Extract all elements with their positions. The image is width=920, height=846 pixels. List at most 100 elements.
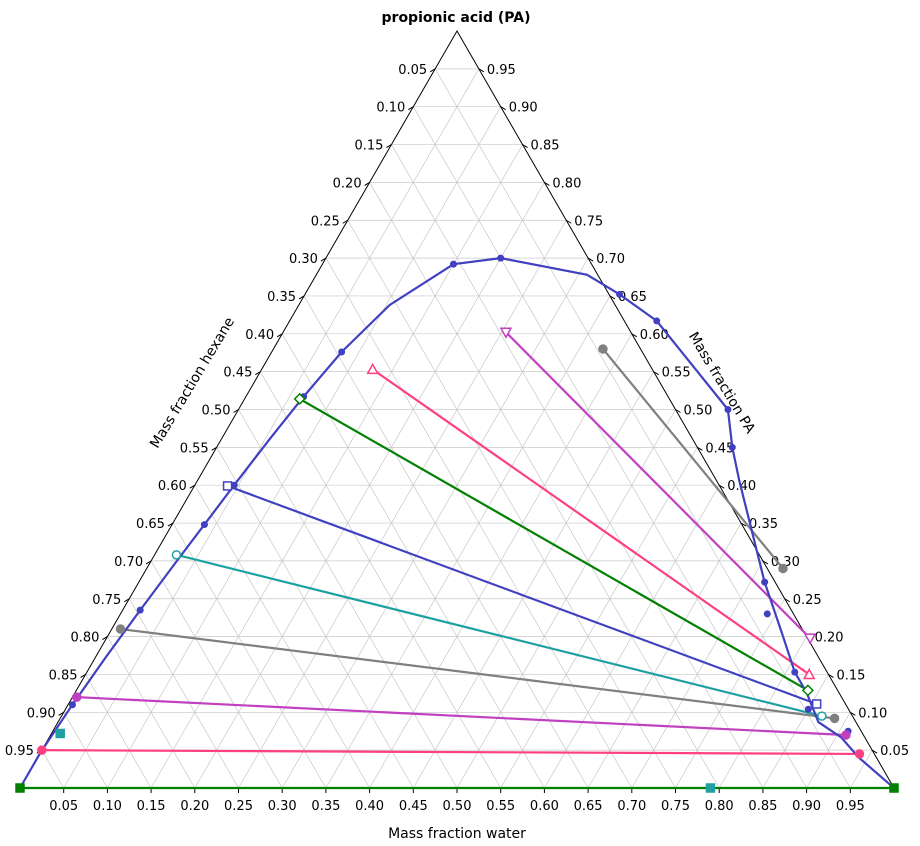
grid-line [128, 598, 239, 789]
left-tick-label: 0.05 [398, 63, 427, 78]
left-tick-mark [167, 522, 174, 527]
tie-line-raffinate-marker [171, 550, 182, 560]
tie-line-extract-marker [829, 713, 840, 724]
right-tick-label: 0.20 [815, 631, 844, 646]
right-tick-label: 0.45 [705, 441, 734, 456]
tie-line-extract-marker [801, 684, 814, 697]
right-tick-label: 0.70 [596, 252, 625, 267]
right-tick-mark [784, 598, 791, 603]
left-tick-label: 0.85 [49, 668, 78, 683]
tie-line [120, 627, 835, 720]
binodal-point [68, 701, 76, 709]
right-tick-mark [740, 522, 747, 527]
grid-line [587, 522, 742, 789]
tie-line-extract-marker [811, 699, 822, 709]
grid-line [194, 485, 370, 789]
binodal-point [616, 290, 624, 298]
bottom-tick-label: 0.45 [399, 799, 428, 814]
grid-line [107, 636, 196, 789]
right-tick-mark [544, 181, 550, 186]
bottom-tick-label: 0.85 [748, 799, 777, 814]
left-axis-ticks: 0.05 0.10 0.15 0.20 0.25 0.30 0.35 0.40 0.45 0.50… [5, 63, 436, 759]
left-tick-label: 0.95 [5, 744, 34, 759]
right-tick-mark [500, 106, 506, 111]
left-axis-title: Mass fraction hexane [147, 315, 238, 451]
tie-lines-layer [20, 331, 894, 790]
right-tick-mark [675, 409, 681, 413]
tie-line [299, 397, 809, 692]
tie-line [41, 749, 860, 756]
right-tick-label: 0.15 [836, 668, 865, 683]
left-tick-label: 0.40 [245, 328, 274, 343]
tie-line [76, 696, 846, 737]
bottom-tick-label: 0.40 [355, 799, 384, 814]
bottom-tick-label: 0.60 [530, 799, 559, 814]
tie-line [227, 484, 818, 706]
right-tick-label: 0.25 [793, 593, 822, 608]
grid-line [41, 749, 65, 789]
right-tick-label: 0.50 [684, 404, 713, 419]
binodal-point [763, 610, 771, 618]
bottom-tick-label: 0.30 [268, 799, 297, 814]
bottom-tick-label: 0.80 [705, 799, 734, 814]
tie-line-raffinate-marker [499, 327, 513, 339]
binodal-point [230, 481, 238, 489]
tie-line-extract-marker [841, 730, 851, 740]
binodal-point [338, 348, 346, 356]
left-tick-label: 0.60 [158, 479, 187, 494]
grid-line [238, 220, 567, 789]
tie-line-extract-marker [803, 633, 817, 645]
tie-line-raffinate-marker [72, 692, 82, 702]
tie-line-raffinate-marker [598, 344, 608, 354]
grid-line [391, 144, 764, 789]
right-axis-ticks: 0.050.100.150.200.250.300.350.400.450.50… [478, 63, 909, 759]
tie-line [602, 348, 784, 570]
grid-line [216, 447, 414, 789]
left-tick-mark [58, 711, 64, 716]
left-tick-mark [211, 446, 217, 451]
left-tick-mark [364, 181, 370, 186]
grid-line [85, 674, 152, 789]
left-tick-mark [276, 333, 283, 338]
left-tick-label: 0.80 [70, 631, 99, 646]
grid-line [150, 144, 523, 789]
right-tick-label: 0.90 [509, 101, 538, 116]
left-tick-label: 0.35 [267, 290, 296, 305]
grid-line [347, 220, 676, 789]
left-tick-mark [80, 674, 86, 678]
right-tick-mark [522, 144, 528, 148]
right-tick-mark [653, 371, 659, 376]
tie-line-raffinate-marker [293, 392, 306, 405]
tie-line-extract-marker [817, 711, 827, 721]
right-tick-mark [828, 674, 834, 678]
right-tick-label: 0.65 [618, 290, 647, 305]
grid-line [260, 371, 502, 789]
grid-line [303, 295, 589, 789]
bottom-tick-label: 0.15 [137, 799, 166, 814]
bottom-tick-label: 0.05 [49, 799, 78, 814]
right-tick-label: 0.80 [552, 176, 581, 191]
left-tick-mark [386, 144, 392, 148]
left-tick-mark [429, 68, 436, 73]
left-tick-label: 0.10 [376, 101, 405, 116]
bottom-axis-title: Mass fraction water [388, 826, 526, 842]
tie-line-raffinate-marker [366, 362, 379, 375]
bottom-tick-label: 0.20 [180, 799, 209, 814]
binodal-point [497, 254, 505, 262]
left-tick-label: 0.45 [223, 366, 252, 381]
right-tick-mark [850, 711, 856, 716]
tie-line-extract-marker [889, 783, 899, 793]
grid-line [631, 560, 764, 789]
binodal-point [200, 521, 208, 529]
tie-line-extract-marker [802, 667, 816, 680]
left-tick-mark [408, 106, 414, 111]
right-tick-label: 0.10 [858, 706, 887, 721]
right-tick-mark [565, 219, 572, 224]
left-tick-label: 0.30 [289, 252, 318, 267]
bottom-tick-label: 0.10 [93, 799, 122, 814]
left-tick-label: 0.90 [27, 706, 56, 721]
tie-line-raffinate-marker [115, 624, 126, 634]
right-tick-mark [871, 749, 878, 754]
grid-layer [41, 68, 873, 789]
chart-title: propionic acid (PA) [382, 10, 531, 26]
